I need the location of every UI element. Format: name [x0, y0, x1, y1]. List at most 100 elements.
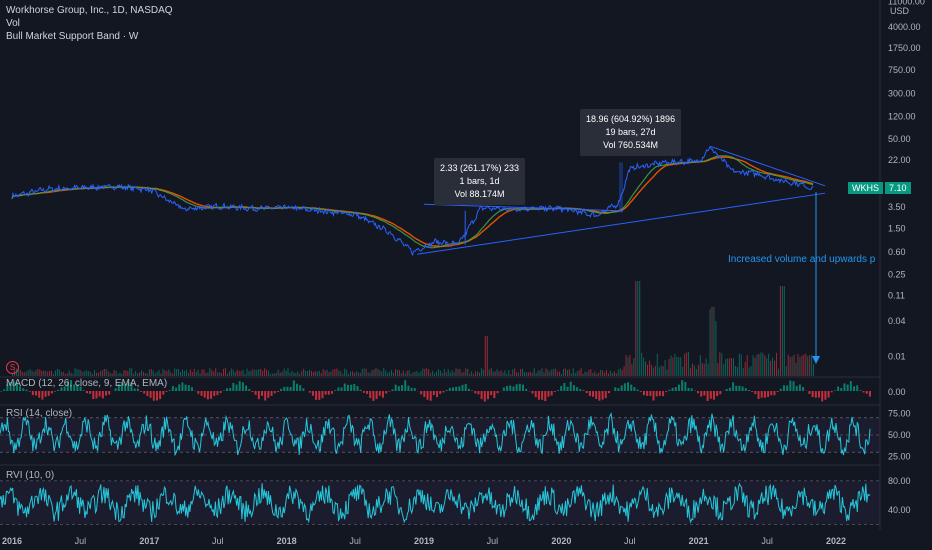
volume-bar: [604, 372, 606, 376]
volume-bar: [535, 373, 537, 376]
macd-bar: [155, 391, 158, 401]
volume-bar: [529, 371, 531, 376]
volume-bar: [291, 370, 293, 376]
volume-bar: [467, 368, 469, 376]
macd-bar: [343, 383, 346, 391]
macd-bar: [849, 381, 852, 391]
macd-bar: [95, 391, 98, 399]
volume-bar: [86, 370, 88, 376]
macd-bar: [232, 382, 235, 391]
volume-bar: [752, 355, 754, 376]
volume-bar: [39, 369, 41, 376]
volume-bar: [287, 368, 289, 376]
legend-symbol-title[interactable]: Workhorse Group, Inc., 1D, NASDAQ: [6, 5, 173, 16]
volume-bar: [459, 368, 461, 376]
macd-bar: [432, 391, 435, 396]
ticker-price-tag: WKHS 7.10: [848, 182, 911, 194]
volume-bar: [150, 368, 152, 376]
volume-bar: [310, 371, 312, 376]
macd-bar: [455, 386, 458, 391]
volume-bar: [201, 369, 203, 376]
macd-pane-title[interactable]: MACD (12, 26, close, 9, EMA, EMA): [6, 378, 168, 389]
volume-bar: [674, 353, 676, 376]
split-badge[interactable]: S: [6, 361, 19, 374]
macd-bar: [786, 385, 789, 391]
volume-bar: [49, 371, 51, 376]
volume-bar: [775, 352, 777, 376]
volume-bar: [527, 372, 529, 376]
x-axis-label: Jul: [212, 536, 224, 546]
volume-bar: [516, 372, 518, 376]
volume-bar: [269, 373, 271, 376]
volume-bars: [12, 281, 815, 376]
volume-bar: [551, 369, 553, 376]
volume-bar: [621, 369, 623, 376]
macd-bar: [47, 391, 50, 396]
macd-bar: [124, 384, 127, 391]
measure-callout-2: 18.96 (604.92%) 1896 19 bars, 27d Vol 76…: [580, 109, 682, 156]
macd-bar: [133, 388, 136, 391]
rvi-pane-title[interactable]: RVI (10, 0): [6, 470, 55, 481]
volume-bar: [809, 355, 811, 376]
x-axis-label: Jul: [487, 536, 499, 546]
volume-bar: [682, 366, 684, 376]
macd-bar: [760, 391, 763, 398]
macd-bar: [754, 391, 757, 395]
volume-bar: [266, 369, 268, 376]
volume-bar: [180, 372, 182, 376]
macd-bar: [738, 385, 741, 391]
volume-bar: [473, 373, 475, 376]
volume-bar: [64, 373, 66, 376]
macd-bar: [340, 387, 343, 391]
macd-bar: [671, 387, 674, 391]
macd-bar: [70, 380, 73, 391]
volume-bar: [797, 354, 799, 376]
legend-volume[interactable]: Vol: [6, 18, 20, 29]
volume-bar: [348, 373, 350, 376]
macd-bar: [467, 388, 470, 391]
volume-bar: [21, 371, 23, 376]
macd-bar: [553, 391, 556, 392]
trend-annotation[interactable]: Increased volume and upwards p: [728, 254, 876, 265]
macd-bar: [127, 382, 130, 391]
volume-bar: [807, 356, 809, 376]
volume-bar: [488, 369, 490, 376]
macd-bar: [811, 391, 814, 398]
macd-bar: [541, 391, 544, 400]
volume-bar: [281, 371, 283, 376]
volume-bar: [774, 360, 776, 376]
y-axis-tick: 4000.00: [888, 22, 921, 32]
legend-indicator[interactable]: Bull Market Support Band · W: [6, 31, 139, 42]
volume-bar: [584, 371, 586, 376]
trendline-support: [417, 192, 826, 255]
volume-bar: [443, 368, 445, 376]
volume-bar: [772, 357, 774, 376]
volume-bar: [566, 370, 568, 376]
volume-bar: [514, 368, 516, 376]
macd-bar: [245, 385, 248, 391]
volume-bar: [688, 352, 690, 376]
volume-bar: [236, 369, 238, 376]
macd-bar: [130, 382, 133, 391]
macd-bar: [458, 386, 461, 391]
callout-2-change: 18.96 (604.92%) 1896: [586, 114, 676, 124]
volume-bar: [195, 371, 197, 376]
macd-bar: [674, 387, 677, 391]
macd-bar: [178, 384, 181, 391]
volume-bar: [721, 353, 723, 376]
volume-bar: [711, 306, 713, 376]
volume-bar: [31, 370, 33, 376]
macd-bar: [757, 391, 760, 400]
rsi-pane-title[interactable]: RSI (14, close): [6, 408, 73, 419]
volume-bar: [449, 372, 451, 376]
volume-bar: [324, 370, 326, 376]
macd-bar: [235, 384, 238, 391]
macd-bar: [206, 391, 209, 400]
rsi-line: [0, 412, 871, 457]
volume-bar: [260, 368, 262, 376]
bull-band-sma: [11, 156, 814, 248]
volume-bar: [293, 372, 295, 376]
volume-bar: [119, 372, 121, 376]
macd-bar: [700, 391, 703, 397]
